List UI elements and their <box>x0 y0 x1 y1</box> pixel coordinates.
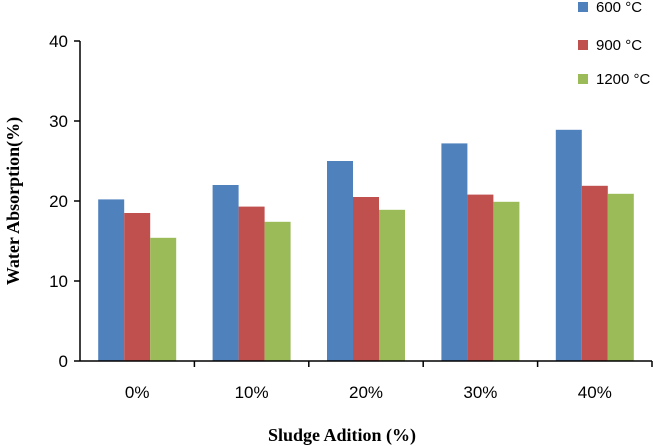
legend-label: 900 °C <box>596 37 642 54</box>
y-tick-label: 20 <box>49 192 68 211</box>
y-axis-title: Water Absorption(%) <box>3 117 24 285</box>
x-tick-label: 40% <box>578 383 612 402</box>
bar-40pct-series-0 <box>555 129 582 361</box>
x-axis-title: Sludge Adition (%) <box>268 425 416 446</box>
x-tick-label: 10% <box>235 383 269 402</box>
x-tick-label: 20% <box>349 383 383 402</box>
legend-swatch <box>578 40 588 50</box>
bar-0pct-series-2 <box>150 237 177 361</box>
x-tick-label: 30% <box>463 383 497 402</box>
legend: 600 °C 900 °C 1200 °C <box>578 0 651 88</box>
bar-0pct-series-0 <box>98 199 125 361</box>
bar-40pct-series-2 <box>607 193 634 361</box>
legend-swatch <box>578 2 588 12</box>
bar-20pct-series-1 <box>353 197 379 361</box>
y-tick-label: 10 <box>49 272 68 291</box>
bar-20pct-series-0 <box>327 161 353 361</box>
legend-label: 600 °C <box>596 0 642 16</box>
bar-10pct-series-1 <box>238 206 265 361</box>
x-ticks: 0% 10% 20% 30% 40% <box>125 361 653 402</box>
x-tick-label: 0% <box>125 383 150 402</box>
bar-30pct-series-1 <box>467 194 494 361</box>
y-tick-label: 30 <box>49 112 68 131</box>
bar-0pct-series-1 <box>124 213 151 361</box>
bar-40pct-series-1 <box>581 185 608 361</box>
bars-group <box>98 129 634 361</box>
bar-10pct-series-0 <box>212 185 239 361</box>
y-tick-label: 0 <box>59 352 68 371</box>
bar-30pct-series-2 <box>493 201 520 361</box>
legend-label: 1200 °C <box>596 71 651 88</box>
bar-30pct-series-0 <box>441 143 468 361</box>
y-tick-label: 40 <box>49 32 68 51</box>
bar-20pct-series-2 <box>379 209 405 361</box>
y-ticks: 0 10 20 30 40 <box>49 32 80 371</box>
bar-10pct-series-2 <box>264 221 291 361</box>
legend-swatch <box>578 74 588 84</box>
